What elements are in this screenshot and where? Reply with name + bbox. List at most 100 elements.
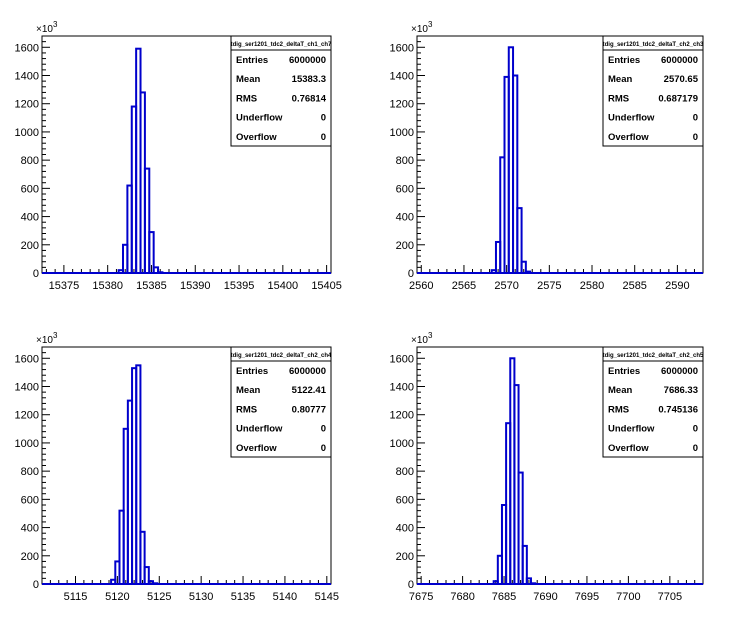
- y-tick-label: 600: [396, 494, 414, 506]
- x-tick-label: 15395: [224, 280, 255, 292]
- x-tick-label: 2590: [665, 280, 689, 292]
- histogram-bin: [517, 471, 524, 585]
- y-tick-label: 400: [396, 523, 414, 535]
- stats-value: 6000000: [289, 55, 326, 66]
- y-tick-label: 0: [33, 579, 39, 591]
- histogram-bin: [143, 566, 150, 585]
- histogram-panel-4: 0 200 400 600 800 1000 1200 1400 1600 7675 7680 768…: [390, 331, 705, 603]
- stats-label: Entries: [236, 366, 268, 377]
- stats-title: tdig_ser1201_tdc2_deltaT_ch1_ch7: [231, 42, 332, 48]
- stats-box: tdig_ser1201_tdc2_deltaT_ch2_ch3 Entries 6…: [602, 35, 704, 147]
- stats-label: Mean: [608, 385, 632, 396]
- x-tick-label: 2560: [409, 280, 433, 292]
- histogram-bin: [148, 231, 155, 274]
- y-tick-label: 1000: [390, 127, 414, 139]
- y-tick-label: 600: [21, 183, 39, 195]
- y-tick-label: 600: [21, 494, 39, 506]
- x-tick-label: 5115: [64, 591, 88, 603]
- y-tick-label: 0: [33, 268, 39, 280]
- x-tick-label: 7695: [575, 591, 599, 603]
- x-tick-label: 15380: [92, 280, 123, 292]
- histogram-bin: [152, 266, 160, 275]
- histogram-panel-3: 0 200 400 600 800 1000 1200 1400 1600 5115 5120 512…: [15, 331, 340, 603]
- y-tick-label: 1400: [15, 382, 39, 394]
- y-tick-label: 1200: [15, 99, 39, 111]
- y-tick-label: 1600: [390, 42, 414, 54]
- stats-label: Overflow: [236, 443, 277, 454]
- y-tick-label: 800: [21, 155, 39, 167]
- stats-value: 7686.33: [664, 385, 698, 396]
- histogram-panel-1: 0 200 400 600 800 1000 1200 1400 1600 15375 15380 1…: [15, 20, 342, 292]
- stats-value: 0: [693, 424, 698, 435]
- histogram-bin: [143, 167, 151, 275]
- stats-value: 0: [321, 113, 326, 124]
- stats-box: tdig_ser1201_tdc2_deltaT_ch1_ch7 Entries 6…: [230, 35, 332, 147]
- y-tick-label: 1600: [15, 42, 39, 54]
- stats-label: RMS: [236, 93, 257, 104]
- stats-title: tdig_ser1201_tdc2_deltaT_ch2_ch4: [231, 353, 332, 359]
- x-tick-label: 2575: [537, 280, 561, 292]
- stats-value: 0.80777: [292, 404, 326, 415]
- y-tick-label: 200: [21, 240, 39, 252]
- y-tick-label: 400: [21, 212, 39, 224]
- histogram-bin: [525, 577, 532, 585]
- histogram-bin: [521, 544, 528, 585]
- stats-value: 0: [321, 443, 326, 454]
- stats-label: Underflow: [236, 113, 283, 124]
- stats-value: 6000000: [661, 55, 698, 66]
- stats-label: Entries: [608, 366, 640, 377]
- x-tick-label: 7675: [409, 591, 433, 603]
- y-tick-label: 0: [408, 268, 414, 280]
- stats-box: tdig_ser1201_tdc2_deltaT_ch2_ch5 Entries 6…: [602, 346, 704, 458]
- y-tick-label: 1200: [15, 410, 39, 422]
- y-exponent-label: ×103: [36, 331, 58, 346]
- x-tick-label: 2580: [580, 280, 604, 292]
- stats-value: 0: [693, 443, 698, 454]
- histogram-bin: [151, 582, 159, 585]
- stats-label: Underflow: [608, 424, 655, 435]
- stats-value: 0: [321, 424, 326, 435]
- y-tick-label: 1000: [15, 438, 39, 450]
- stats-title: tdig_ser1201_tdc2_deltaT_ch2_ch5: [603, 353, 704, 359]
- y-tick-label: 800: [396, 155, 414, 167]
- stats-label: Overflow: [236, 132, 277, 143]
- stats-box-frame: [230, 35, 332, 147]
- x-tick-label: 7685: [492, 591, 516, 603]
- y-tick-label: 1400: [15, 71, 39, 83]
- stats-value: 5122.41: [292, 385, 327, 396]
- histogram-bin: [529, 582, 537, 585]
- stats-value: 0: [693, 132, 698, 143]
- y-exponent-label: ×103: [411, 20, 433, 35]
- y-tick-label: 200: [396, 240, 414, 252]
- x-tick-label: 5140: [273, 591, 297, 603]
- histogram-bin: [139, 530, 146, 586]
- stats-value: 6000000: [661, 366, 698, 377]
- y-tick-label: 400: [396, 212, 414, 224]
- x-tick-label: 5135: [231, 591, 255, 603]
- x-tick-label: 7705: [658, 591, 682, 603]
- x-tick-label: 15400: [268, 280, 299, 292]
- x-tick-label: 7700: [616, 591, 640, 603]
- histogram-bin: [135, 364, 142, 586]
- histogram-bin: [516, 207, 523, 275]
- x-tick-label: 15385: [136, 280, 167, 292]
- stats-label: Mean: [236, 74, 260, 85]
- stats-label: RMS: [608, 93, 629, 104]
- stats-value: 0: [321, 132, 326, 143]
- y-tick-label: 1600: [15, 353, 39, 365]
- stats-label: Overflow: [608, 443, 649, 454]
- y-exponent-label: ×103: [411, 331, 433, 346]
- y-tick-label: 800: [396, 466, 414, 478]
- x-tick-label: 5145: [315, 591, 339, 603]
- stats-box-frame: [230, 346, 332, 458]
- x-tick-label: 2570: [494, 280, 518, 292]
- stats-value: 2570.65: [664, 74, 699, 85]
- y-tick-label: 1000: [15, 127, 39, 139]
- x-tick-label: 7680: [450, 591, 474, 603]
- histogram-bin: [524, 270, 532, 275]
- histogram-bin: [520, 260, 527, 275]
- y-tick-label: 800: [21, 466, 39, 478]
- y-tick-label: 1200: [390, 410, 414, 422]
- x-tick-label: 5120: [105, 591, 129, 603]
